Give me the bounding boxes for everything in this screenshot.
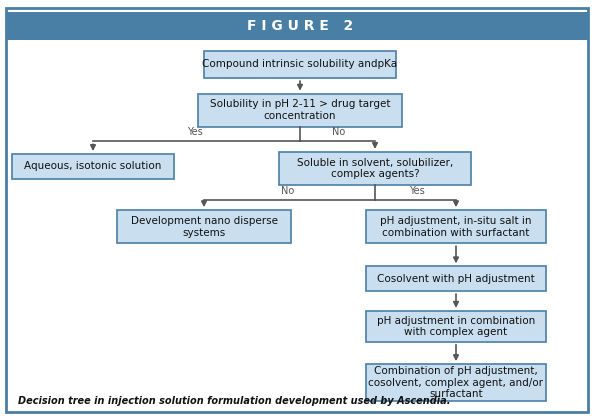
FancyBboxPatch shape	[6, 8, 588, 412]
Text: Cosolvent with pH adjustment: Cosolvent with pH adjustment	[377, 274, 535, 284]
Text: Decision tree in injection solution formulation development used by Ascendia.: Decision tree in injection solution form…	[18, 396, 451, 406]
FancyBboxPatch shape	[117, 210, 291, 243]
Text: Development nano disperse
systems: Development nano disperse systems	[131, 216, 277, 238]
FancyBboxPatch shape	[366, 266, 546, 291]
Text: pH adjustment in combination
with complex agent: pH adjustment in combination with comple…	[377, 316, 535, 337]
FancyBboxPatch shape	[366, 210, 546, 243]
FancyBboxPatch shape	[366, 364, 546, 401]
Text: No: No	[332, 127, 346, 137]
Text: Yes: Yes	[409, 186, 425, 196]
Text: Solubility in pH 2-11 > drug target
concentration: Solubility in pH 2-11 > drug target conc…	[210, 99, 390, 121]
FancyBboxPatch shape	[279, 152, 471, 185]
FancyBboxPatch shape	[204, 51, 396, 78]
FancyBboxPatch shape	[366, 311, 546, 342]
Text: pH adjustment, in-situ salt in
combination with surfactant: pH adjustment, in-situ salt in combinati…	[380, 216, 532, 238]
FancyBboxPatch shape	[12, 154, 174, 179]
FancyBboxPatch shape	[6, 12, 588, 40]
FancyBboxPatch shape	[198, 94, 402, 127]
Text: Soluble in solvent, solubilizer,
complex agents?: Soluble in solvent, solubilizer, complex…	[297, 158, 453, 179]
Text: Compound intrinsic solubility andpKa: Compound intrinsic solubility andpKa	[202, 59, 398, 69]
Text: F I G U R E   2: F I G U R E 2	[247, 19, 353, 33]
Text: No: No	[281, 186, 295, 196]
Text: Combination of pH adjustment,
cosolvent, complex agent, and/or
surfactant: Combination of pH adjustment, cosolvent,…	[368, 366, 544, 399]
Text: Yes: Yes	[187, 127, 203, 137]
Text: Aqueous, isotonic solution: Aqueous, isotonic solution	[25, 161, 161, 171]
